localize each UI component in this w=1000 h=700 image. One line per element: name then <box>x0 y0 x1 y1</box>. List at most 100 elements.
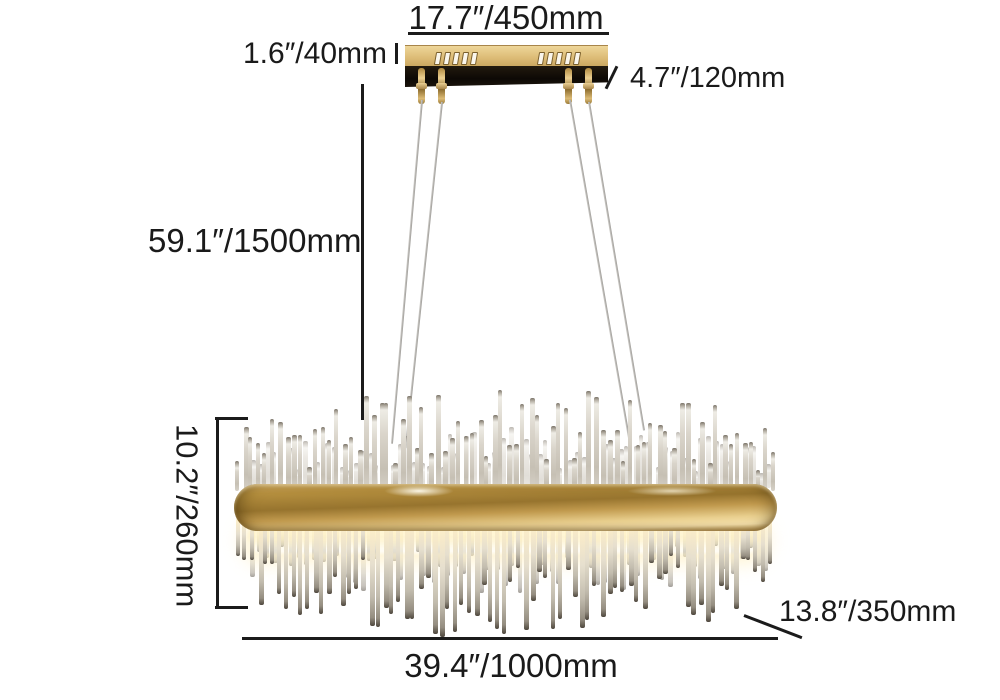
crystal-rod <box>706 521 712 622</box>
crystal-rod <box>392 463 398 491</box>
vent-slot <box>563 52 573 65</box>
crystal-rod <box>358 450 363 491</box>
crystal-rod <box>743 443 748 491</box>
crystal-rod <box>409 515 414 619</box>
crystal-rod <box>316 462 320 488</box>
crystal-rod <box>306 467 312 491</box>
crystal-rod <box>349 437 354 491</box>
crystal-rod <box>745 515 750 560</box>
crystal-rod <box>770 452 775 491</box>
crystal-rod <box>663 519 669 574</box>
crystal-rod <box>735 433 739 491</box>
crystal-rod <box>578 432 582 491</box>
crystal-rod <box>262 453 267 491</box>
crystal-rod <box>699 522 705 605</box>
crystal-rod <box>756 470 760 491</box>
crystal-rod <box>320 427 325 491</box>
body-width-label: 39.4″/1000mm <box>404 647 618 684</box>
crystal-rod <box>691 519 697 615</box>
crystal-rod <box>242 516 247 560</box>
crystal-rod <box>571 458 577 491</box>
crystal-rod <box>551 518 556 629</box>
crystal-rod <box>436 395 442 491</box>
crystal-rod <box>466 517 471 613</box>
crystal-rod <box>444 515 449 609</box>
vent-slot <box>442 52 452 65</box>
crystal-rod <box>620 517 625 592</box>
crystal-rod <box>685 522 691 607</box>
body-height-tick-top <box>215 417 248 420</box>
crystal-rod <box>364 396 370 491</box>
crystal-rod <box>719 519 725 586</box>
crystal-rod <box>767 517 772 564</box>
crystal-rod <box>302 441 308 488</box>
crystal-rod <box>371 415 377 491</box>
canopy-height-label: 1.6″/40mm <box>242 37 387 70</box>
crystal-rod <box>580 521 586 628</box>
crystal-rod <box>508 516 513 582</box>
crystal-rod <box>531 521 537 601</box>
body-height-tick-bottom <box>215 606 248 609</box>
vent-slot <box>536 52 546 65</box>
crystal-rod <box>313 520 319 593</box>
crystal-rod <box>342 444 348 491</box>
crystal-rod <box>341 519 347 606</box>
crystal-rod <box>728 444 733 491</box>
crystal-rod <box>523 520 529 630</box>
crystal-rod <box>607 440 613 491</box>
crystal-rod <box>419 521 425 589</box>
crystal-rod <box>766 464 772 488</box>
crystal-rod <box>621 461 626 491</box>
crystal-rod <box>312 429 317 491</box>
crystal-rod <box>388 515 393 614</box>
canopy-underside <box>405 66 608 87</box>
crystal-rod <box>707 463 713 491</box>
crystal-rod <box>397 444 403 488</box>
crystal-rod <box>269 419 274 491</box>
crystal-rod <box>543 516 548 578</box>
body-width-line <box>242 637 778 640</box>
crystal-rod <box>292 435 298 491</box>
canopy-faceplate <box>405 45 608 67</box>
body-height-line <box>216 417 219 609</box>
crystal-rod <box>550 426 556 491</box>
crystal-rod <box>450 438 455 491</box>
crystal-rod <box>486 463 492 488</box>
crystal-rod <box>706 436 712 488</box>
crystal-rod <box>332 515 337 577</box>
crystal-rod <box>432 520 438 634</box>
crystal-rod <box>470 433 475 491</box>
crystal-rod <box>271 452 276 488</box>
crystal-rod <box>657 521 663 579</box>
crystal-rod <box>635 445 640 491</box>
crystal-rod <box>719 444 724 488</box>
crystal-rod <box>515 518 520 568</box>
crystal-rod <box>429 453 435 491</box>
crystal-rod <box>425 520 431 578</box>
suspension-cable <box>569 99 631 440</box>
crystal-rod <box>711 516 716 613</box>
crystal-rod <box>537 519 543 572</box>
crystal-rod <box>565 520 571 570</box>
crystal-rod <box>572 520 578 597</box>
crystal-rod <box>404 436 409 488</box>
crystal-rod <box>514 444 520 491</box>
crystal-rod <box>334 409 339 491</box>
crystal-rod <box>235 518 240 556</box>
crystal-rod <box>529 398 535 491</box>
crystal-rod <box>500 438 506 488</box>
crystal-rod <box>614 430 620 491</box>
crystal-rod <box>725 515 729 590</box>
crystal-rod <box>266 442 271 488</box>
crystal-rod <box>555 403 560 491</box>
crystal-rod <box>628 400 633 491</box>
crystal-rod <box>600 519 606 617</box>
crystal-rod <box>482 522 488 585</box>
crystal-rod <box>331 447 337 488</box>
crystal-rod <box>558 518 563 619</box>
crystal-rod <box>327 519 333 594</box>
crystal-rod <box>733 519 739 609</box>
crystal-rod <box>298 435 303 491</box>
crystal-rod <box>459 516 464 605</box>
